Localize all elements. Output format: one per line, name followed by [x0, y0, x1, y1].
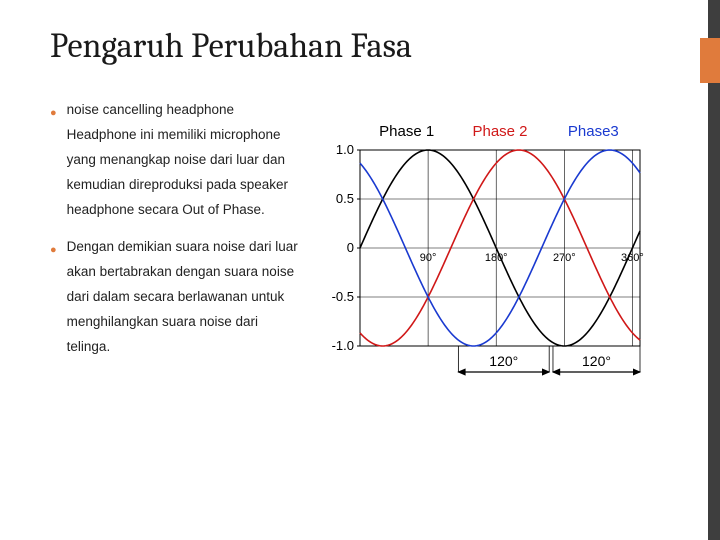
phase-chart: -1.0 -0.5 0 0.5 1.0 90° 180° 270° 360° Phase 1 Pha…: [316, 98, 670, 396]
svg-text:-0.5: -0.5: [332, 289, 354, 304]
list-item: ● Dengan demikian suara noise dari luar …: [50, 235, 298, 360]
bullet-text: noise cancelling headphone Headphone ini…: [67, 98, 298, 223]
svg-text:Phase 1: Phase 1: [379, 123, 434, 140]
accent-block: [700, 38, 720, 83]
svg-text:0: 0: [347, 240, 354, 255]
svg-text:Phase 2: Phase 2: [472, 123, 527, 140]
svg-text:360°: 360°: [621, 252, 644, 264]
svg-text:270°: 270°: [553, 252, 576, 264]
page-title: Pengaruh Perubahan Fasa: [50, 26, 670, 66]
svg-text:90°: 90°: [420, 252, 437, 264]
svg-text:120°: 120°: [489, 353, 518, 369]
svg-text:1.0: 1.0: [336, 142, 354, 157]
content-row: ● noise cancelling headphone Headphone i…: [50, 98, 670, 396]
bullet-text: Dengan demikian suara noise dari luar ak…: [67, 235, 298, 360]
svg-text:Phase3: Phase3: [568, 123, 619, 140]
svg-text:0.5: 0.5: [336, 191, 354, 206]
svg-text:180°: 180°: [485, 252, 508, 264]
phase-chart-svg: -1.0 -0.5 0 0.5 1.0 90° 180° 270° 360° Phase 1 Pha…: [316, 106, 656, 396]
slide: Pengaruh Perubahan Fasa ● noise cancelli…: [0, 0, 720, 540]
svg-text:-1.0: -1.0: [332, 338, 354, 353]
bullet-list: ● noise cancelling headphone Headphone i…: [50, 98, 298, 396]
list-item: ● noise cancelling headphone Headphone i…: [50, 98, 298, 223]
bullet-icon: ●: [50, 103, 57, 223]
svg-text:120°: 120°: [582, 353, 611, 369]
bullet-icon: ●: [50, 240, 57, 360]
